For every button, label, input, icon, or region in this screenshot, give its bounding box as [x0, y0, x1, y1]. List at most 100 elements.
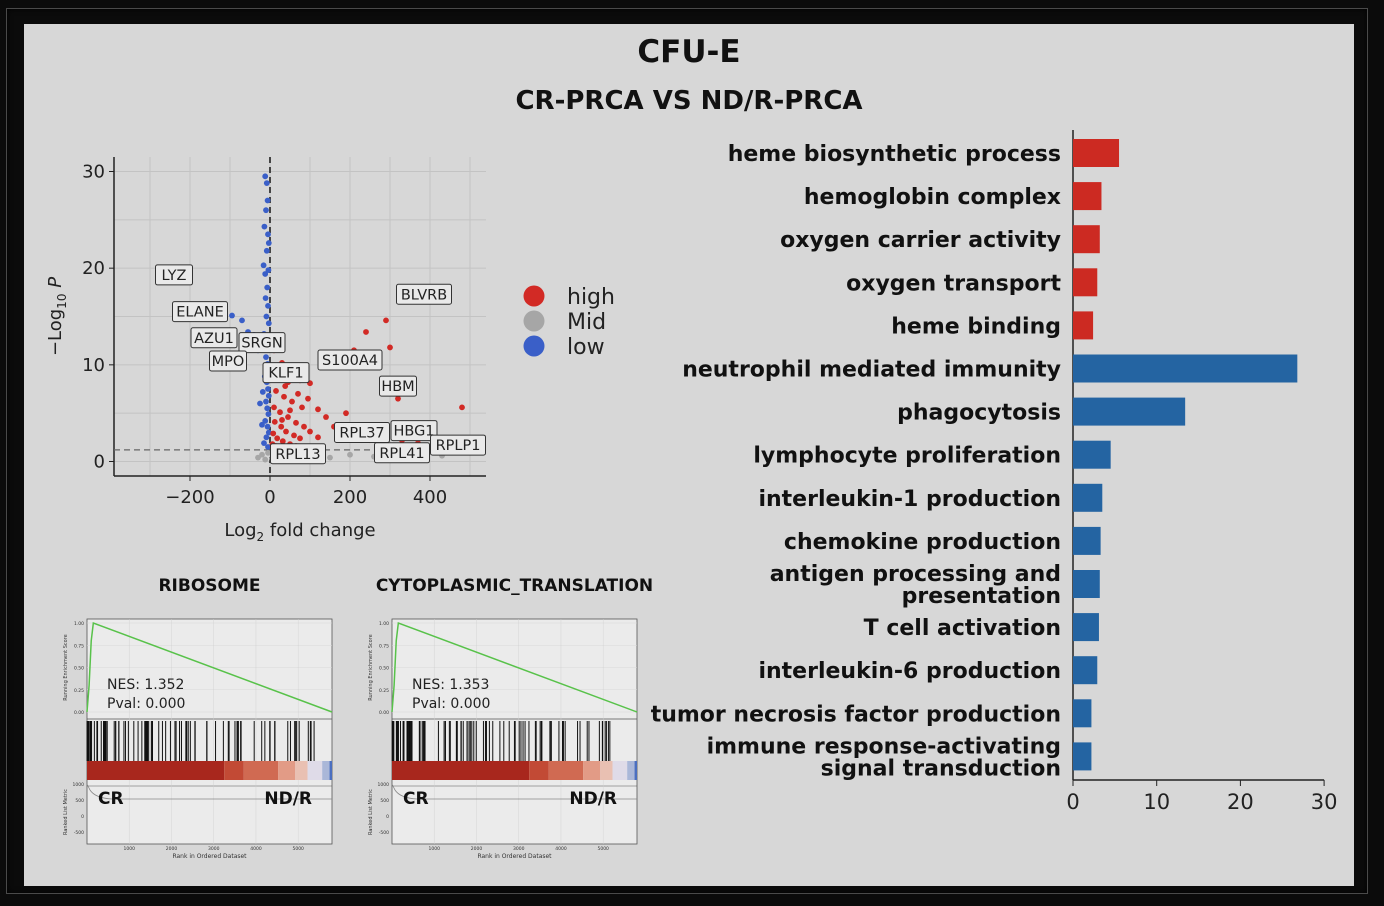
volcano-point-low [261, 223, 268, 230]
volcano-point-low [260, 262, 267, 269]
x-axis-title: Log2 fold change [224, 520, 375, 544]
volcano-point-low [261, 440, 267, 447]
gsea-ytick-label: 0.00 [74, 710, 84, 716]
gsea-plot-2: CYTOPLASMIC_TRANSLATION 1.00 0.75 0.50 0.25 0… [368, 576, 653, 860]
gene-label-box [334, 422, 390, 443]
gene-label: KLF1 [268, 366, 303, 382]
gsea-heat-segment [295, 761, 308, 780]
gene-label-box [190, 327, 238, 349]
volcano-point-high [363, 329, 369, 335]
gsea-xtick-label: 4000 [555, 846, 567, 852]
gsea-pval: Pval: 0.000 [412, 696, 490, 712]
volcano-point-high [315, 406, 321, 413]
gsea-heat-segment [224, 761, 244, 780]
bar-category-label: chemokine production [784, 530, 1061, 555]
x-tick-label: 400 [413, 487, 447, 508]
gsea-heat-segment [612, 761, 628, 780]
gene-label: RPL13 [275, 447, 320, 463]
bar-7 [1073, 397, 1186, 426]
volcano-point-high [289, 398, 295, 405]
gsea-heat-segment [278, 761, 296, 780]
volcano-point-high [305, 395, 311, 402]
gsea-ranked-metric [391, 783, 637, 800]
volcano-point-mid [327, 454, 333, 461]
gene-label-box [396, 283, 452, 305]
gsea-nes: NES: 1.352 [107, 677, 184, 693]
gsea-heat-segment [307, 761, 323, 780]
bar-x-tick-label: 20 [1227, 790, 1254, 814]
gsea-ytick-label: 0.75 [379, 643, 389, 649]
bar-category-label: interleukin-1 production [758, 487, 1061, 512]
volcano-point-high [283, 428, 289, 435]
y-tick-label: 20 [82, 258, 105, 279]
gene-label-box [390, 420, 438, 442]
gsea-xlabel: Rank in Ordered Dataset [477, 853, 552, 860]
volcano-point-low [263, 180, 270, 187]
volcano-point-low [239, 317, 245, 324]
volcano-point-high [274, 435, 281, 442]
gsea-enrichment-curve [391, 621, 638, 713]
gsea-ytick2-label: 1000 [378, 782, 390, 788]
gsea-heat-segment [634, 761, 637, 780]
gsea-heat-segment [548, 761, 584, 780]
outer-frame [6, 8, 1368, 894]
gsea-ylabel: Running Enrichment Score [63, 634, 69, 700]
volcano-point-low [263, 398, 269, 405]
gsea-heat-segment [329, 761, 332, 780]
gsea-right-label: ND/R [569, 789, 617, 809]
volcano-point-high [293, 419, 299, 426]
volcano-point-high [277, 409, 283, 416]
gsea-ytick-label: 0.50 [379, 666, 389, 672]
gene-label: SRGN [241, 336, 282, 352]
bar-x-tick-label: 30 [1311, 790, 1338, 814]
gsea-heat-segment [583, 761, 601, 780]
gene-label: RPL41 [379, 446, 424, 462]
gsea-heat-segment [600, 761, 613, 780]
volcano-point-low [262, 173, 269, 180]
gsea-heat-segment [243, 761, 279, 780]
gsea-ytick-label: 0.75 [74, 643, 84, 649]
volcano-point-low [265, 267, 272, 273]
gene-label: ELANE [176, 305, 224, 321]
gene-label-box [209, 350, 247, 372]
gene-label: S100A4 [322, 353, 378, 369]
gsea-left-label: CR [403, 789, 429, 809]
volcano-point-low [262, 295, 269, 302]
gsea-xtick-label: 1000 [124, 846, 136, 852]
volcano-point-high [299, 404, 305, 411]
gsea-xtick-label: 5000 [292, 846, 304, 852]
gsea-ylabel2: Ranked List Metric [368, 789, 374, 835]
volcano-point-low [265, 411, 272, 418]
gsea-xtick-label: 2000 [166, 846, 178, 852]
volcano-point-high [343, 410, 349, 417]
gsea-pval: Pval: 0.000 [107, 696, 185, 712]
volcano-point-high [281, 393, 287, 400]
volcano-point-low [259, 389, 266, 395]
gsea-ytick-label: 0.50 [74, 666, 84, 672]
gene-label-box [155, 264, 193, 286]
volcano-point-low [265, 231, 271, 238]
volcano-point-low [262, 418, 269, 424]
gene-label-box [238, 332, 286, 354]
bar-5 [1073, 311, 1094, 340]
gene-label: HBG1 [393, 424, 434, 440]
bar-x-tick-label: 10 [1143, 790, 1170, 814]
bar-11 [1073, 570, 1100, 598]
volcano-point-mid [259, 451, 265, 458]
bar-category-label: presentation [902, 584, 1061, 609]
volcano-point-low [263, 434, 270, 441]
figure-subtitle: CR-PRCA VS ND/R-PRCA [515, 86, 863, 116]
volcano-point-high [291, 432, 297, 439]
bar-category-label: oxygen transport [846, 271, 1061, 296]
gsea-xtick-label: 3000 [513, 846, 525, 852]
volcano-point-low [265, 320, 272, 327]
gene-label-box [270, 443, 326, 465]
x-tick-label: 200 [333, 487, 367, 508]
gene-label: BLVRB [401, 287, 447, 303]
gene-label: MPO [212, 354, 245, 370]
volcano-point-high [459, 404, 465, 411]
gsea-xtick-label: 2000 [471, 846, 483, 852]
volcano-point-low [259, 421, 265, 428]
gsea-plot-1: RIBOSOME1.000.750.500.250.0010005000-500… [63, 576, 333, 860]
gene-label-box [262, 362, 310, 384]
